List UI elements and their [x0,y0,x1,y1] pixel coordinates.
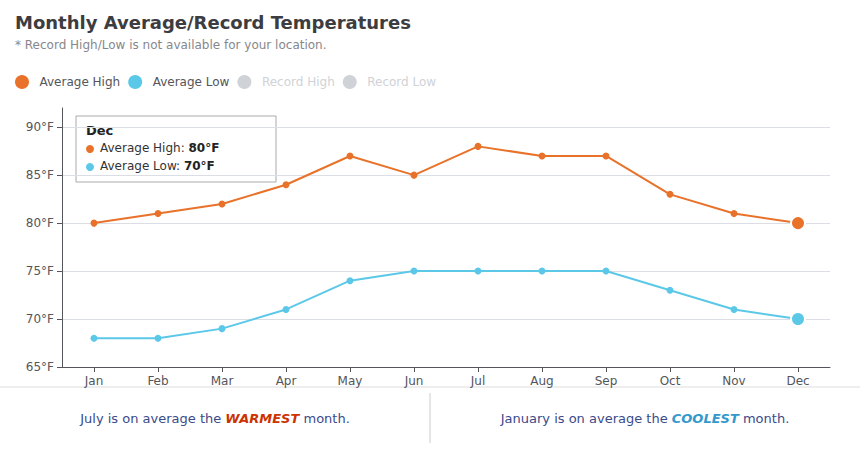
svg-text:65°F: 65°F [26,360,54,374]
svg-text:month.: month. [739,411,789,426]
svg-text:70°F: 70°F [26,312,54,326]
svg-text:month.: month. [299,411,349,426]
svg-text:Sep: Sep [595,374,618,388]
svg-text:Mar: Mar [211,374,234,388]
svg-text:COOLEST: COOLEST [672,411,740,426]
svg-text:Dec: Dec [786,374,809,388]
svg-text:Average Low: Average Low [153,75,230,89]
svg-text:85°F: 85°F [26,168,54,182]
svg-text:70°F: 70°F [184,159,215,173]
svg-text:WARMEST: WARMEST [225,411,300,426]
svg-text:Average High:: Average High: [100,141,189,155]
svg-text:Monthly Average/Record Tempera: Monthly Average/Record Temperatures [15,12,411,33]
svg-text:Apr: Apr [276,374,297,388]
svg-text:Oct: Oct [660,374,681,388]
svg-text:90°F: 90°F [26,120,54,134]
svg-text:Dec: Dec [86,123,113,138]
svg-text:July is on average the: July is on average the [79,411,225,426]
svg-text:Aug: Aug [530,374,553,388]
svg-text:Jul: Jul [470,374,485,388]
svg-text:Average Low:: Average Low: [100,159,184,173]
svg-text:80°F: 80°F [189,141,220,155]
svg-text:Average High: Average High [40,75,121,89]
svg-text:Nov: Nov [722,374,745,388]
svg-text:Jun: Jun [404,374,424,388]
svg-text:* Record High/Low is not avail: * Record High/Low is not available for y… [15,38,327,52]
svg-text:January is on average the: January is on average the [500,411,672,426]
svg-text:Record Low: Record Low [367,75,436,89]
svg-text:80°F: 80°F [26,216,54,230]
svg-text:Jan: Jan [84,374,104,388]
svg-text:Record High: Record High [262,75,335,89]
svg-text:75°F: 75°F [26,264,54,278]
svg-text:Feb: Feb [147,374,168,388]
svg-text:May: May [338,374,363,388]
